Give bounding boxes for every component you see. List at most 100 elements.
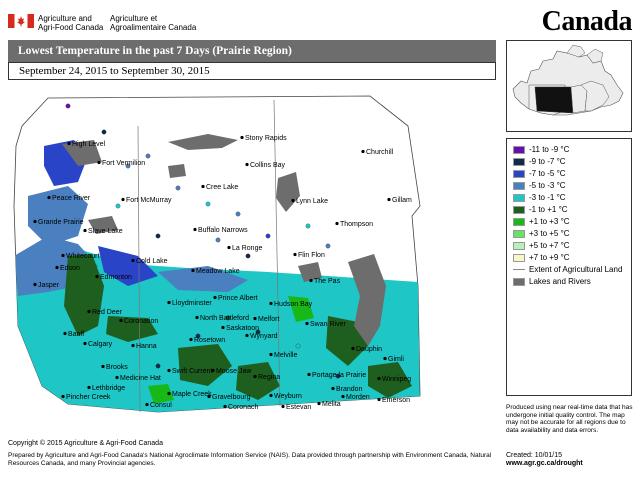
city-marker: Grande Prairie bbox=[33, 219, 84, 226]
city-label: Brooks bbox=[106, 364, 128, 371]
city-marker: Gimli bbox=[383, 356, 404, 363]
legend-item: -1 to +1 °C bbox=[513, 205, 568, 215]
city-dot-icon bbox=[63, 331, 67, 336]
city-dot-icon bbox=[269, 301, 273, 306]
provincial-borders bbox=[137, 99, 281, 413]
city-label: Churchill bbox=[366, 149, 394, 156]
department-name-french: Agriculture et Agroalimentaire Canada bbox=[110, 14, 197, 32]
legend-label: -5 to -3 °C bbox=[529, 181, 566, 190]
city-label: Meadow Lake bbox=[196, 268, 240, 275]
city-label: Estevan bbox=[286, 404, 311, 411]
city-label: Portage la Prairie bbox=[312, 372, 366, 379]
city-dot-icon bbox=[191, 268, 195, 273]
city-label: Gillam bbox=[392, 197, 412, 204]
city-label: Brandon bbox=[336, 386, 363, 393]
city-label: Buffalo Narrows bbox=[198, 227, 248, 234]
city-marker: Edmonton bbox=[95, 274, 132, 281]
city-marker: Brooks bbox=[101, 364, 128, 371]
city-label: Swift Current bbox=[172, 368, 213, 375]
city-label: Hanna bbox=[136, 343, 157, 350]
city-label: Melville bbox=[274, 352, 297, 359]
city-marker: Hanna bbox=[131, 343, 157, 350]
city-dot-icon bbox=[167, 368, 171, 373]
city-label: Collins Bay bbox=[250, 162, 286, 169]
city-dot-icon bbox=[83, 341, 87, 346]
created-date: Created: 10/01/15 bbox=[506, 452, 563, 459]
legend-swatch-icon bbox=[513, 157, 525, 166]
city-label: Stony Rapids bbox=[245, 135, 287, 142]
city-label: Flin Flon bbox=[298, 252, 325, 259]
city-label: Fort McMurray bbox=[126, 197, 172, 204]
city-label: Consul bbox=[150, 402, 172, 409]
city-marker: North Battleford bbox=[195, 315, 249, 322]
city-label: Maple Creek bbox=[172, 391, 212, 398]
city-label: Lethbridge bbox=[92, 385, 125, 392]
city-marker: Gravelbourg bbox=[207, 394, 251, 401]
city-dot-icon bbox=[131, 258, 135, 263]
city-dot-icon bbox=[307, 372, 311, 377]
city-dot-icon bbox=[87, 309, 91, 314]
city-marker: Morden bbox=[341, 394, 370, 401]
city-label: Fort Vermilion bbox=[102, 160, 145, 167]
website-link[interactable]: www.agr.gc.ca/drought bbox=[506, 460, 583, 467]
legend-item: -3 to -1 °C bbox=[513, 193, 566, 203]
city-marker: Swan River bbox=[305, 321, 346, 328]
city-marker: Estevan bbox=[281, 404, 311, 411]
city-label: Rosetown bbox=[194, 337, 225, 344]
legend: -11 to -9 °C -9 to -7 °C -7 to -5 °C -5 to … bbox=[506, 138, 632, 396]
city-marker: Jasper bbox=[33, 282, 60, 289]
city-label: Edmonton bbox=[100, 274, 132, 281]
city-marker: Calgary bbox=[83, 341, 113, 348]
canada-flag-icon bbox=[8, 14, 34, 28]
city-marker: Regina bbox=[253, 374, 280, 381]
city-label: Moose Jaw bbox=[216, 368, 252, 375]
legend-swatch-icon bbox=[513, 205, 525, 214]
city-marker: The Pas bbox=[309, 278, 341, 285]
city-label: La Ronge bbox=[232, 245, 262, 252]
city-dot-icon bbox=[121, 197, 125, 202]
city-dot-icon bbox=[201, 184, 205, 189]
city-marker: Thompson bbox=[335, 221, 373, 228]
city-marker: Gillam bbox=[387, 197, 412, 204]
data-quality-note: Produced using near real-time data that … bbox=[506, 404, 633, 434]
city-marker: Melville bbox=[269, 352, 297, 359]
city-label: Thompson bbox=[340, 221, 373, 228]
legend-label: +3 to +5 °C bbox=[529, 229, 570, 238]
locator-map bbox=[506, 40, 632, 132]
legend-item: +1 to +3 °C bbox=[513, 217, 570, 227]
city-labels: High Level Fort Vermilion Peace River Fort … bbox=[33, 135, 412, 411]
city-marker: Flin Flon bbox=[293, 252, 325, 259]
city-label: Red Deer bbox=[92, 309, 123, 316]
legend-swatch-icon bbox=[513, 241, 525, 250]
city-marker: Edson bbox=[55, 265, 80, 272]
city-dot-icon bbox=[240, 135, 244, 140]
city-marker: Lethbridge bbox=[87, 385, 125, 392]
city-dot-icon bbox=[281, 404, 285, 409]
map-title: Lowest Temperature in the past 7 Days (P… bbox=[8, 40, 496, 62]
city-label: Grande Prairie bbox=[38, 219, 84, 226]
city-dot-icon bbox=[377, 397, 381, 402]
legend-label: -11 to -9 °C bbox=[529, 145, 570, 154]
legend-swatch-icon bbox=[513, 217, 525, 226]
city-dot-icon bbox=[195, 315, 199, 320]
city-marker: Meadow Lake bbox=[191, 268, 240, 275]
legend-item: +5 to +7 °C bbox=[513, 241, 570, 251]
city-dot-icon bbox=[87, 385, 91, 390]
city-dot-icon bbox=[33, 219, 37, 224]
city-dot-icon bbox=[221, 325, 225, 330]
city-label: Morden bbox=[346, 394, 370, 401]
city-label: Wynyard bbox=[250, 333, 278, 340]
city-label: Banff bbox=[68, 331, 84, 338]
city-label: The Pas bbox=[314, 278, 341, 285]
city-label: Pincher Creek bbox=[66, 394, 111, 401]
agricultural-land-line-icon bbox=[513, 269, 525, 271]
city-marker: Melita bbox=[317, 401, 341, 408]
city-label: Peace River bbox=[52, 195, 91, 202]
legend-agricultural-land: Extent of Agricultural Land bbox=[513, 265, 622, 275]
city-label: Melfort bbox=[258, 316, 279, 323]
city-marker: Melfort bbox=[253, 316, 279, 323]
legend-swatch-icon bbox=[513, 253, 525, 262]
city-marker: Churchill bbox=[361, 149, 394, 156]
city-dot-icon bbox=[335, 221, 339, 226]
city-label: Coronation bbox=[124, 318, 158, 325]
